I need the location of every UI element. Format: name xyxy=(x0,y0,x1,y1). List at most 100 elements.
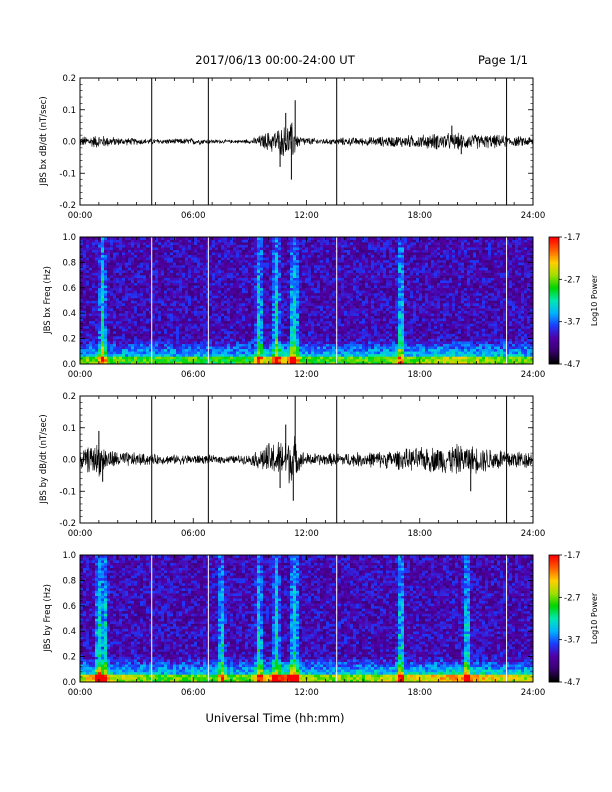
spectrogram-cell xyxy=(140,267,144,271)
spectrogram-cell xyxy=(293,275,297,278)
spectrogram-cell xyxy=(134,308,138,311)
spectrogram-cell xyxy=(254,300,258,304)
spectrogram-cell xyxy=(131,262,135,266)
spectrogram-cell xyxy=(179,270,183,273)
spectrogram-cell xyxy=(95,361,99,365)
spectrogram-cell xyxy=(227,254,231,258)
spectrogram-cell xyxy=(113,336,117,339)
spectrogram-cell xyxy=(341,343,345,347)
spectrogram-cell xyxy=(101,318,105,322)
spectrogram-cell xyxy=(263,262,267,266)
spectrogram-cell xyxy=(197,267,201,271)
spectrogram-cell xyxy=(101,348,105,352)
spectrogram-cell xyxy=(257,338,261,342)
spectrogram-cell xyxy=(128,361,132,365)
spectrogram-cell xyxy=(209,262,213,266)
spectrogram-cell xyxy=(200,348,204,352)
spectrogram-cell xyxy=(173,328,177,332)
spectrogram-cell xyxy=(236,343,240,347)
spectrogram-cell xyxy=(314,295,318,299)
spectrogram-cell xyxy=(155,275,159,278)
spectrogram-cell xyxy=(305,323,309,327)
spectrogram-cell xyxy=(188,351,192,355)
spectrogram-cell xyxy=(155,247,159,250)
spectrogram-cell xyxy=(323,328,327,332)
spectrogram-cell xyxy=(206,308,210,311)
spectrogram-cell xyxy=(284,320,288,324)
spectrogram-cell xyxy=(197,320,201,324)
spectrogram-cell xyxy=(92,270,96,273)
spectrogram-cell xyxy=(182,285,186,289)
spectrogram-cell xyxy=(245,254,249,258)
spectrogram-cell xyxy=(308,308,312,311)
spectrogram-cell xyxy=(272,351,276,355)
spectrogram-cell xyxy=(317,295,321,299)
spectrogram-cell xyxy=(182,257,186,261)
spectrogram-cell xyxy=(290,249,294,253)
spectrogram-cell xyxy=(263,351,267,355)
spectrogram-cell xyxy=(113,341,117,344)
spectrogram-cell xyxy=(140,270,144,273)
spectrogram-cell xyxy=(137,351,141,355)
spectrogram-cell xyxy=(104,358,108,362)
spectrogram-cell xyxy=(236,308,240,311)
spectrogram-cell xyxy=(278,313,282,317)
spectrogram-cell xyxy=(272,249,276,253)
spectrogram-cell xyxy=(284,315,288,319)
spectrogram-cell xyxy=(134,272,138,276)
spectrogram-cell xyxy=(269,361,273,365)
spectrogram-cell xyxy=(290,292,294,296)
spectrogram-cell xyxy=(236,292,240,296)
spectrogram-cell xyxy=(257,310,261,314)
spectrogram-cell xyxy=(329,343,333,347)
spectrogram-cell xyxy=(251,287,255,291)
spectrogram-cell xyxy=(194,287,198,291)
spectrogram-cell xyxy=(101,267,105,271)
spectrogram-cell xyxy=(164,267,168,271)
spectrogram-cell xyxy=(197,358,201,362)
spectrogram-cell xyxy=(290,323,294,327)
spectrogram-cell xyxy=(293,323,297,327)
spectrogram-cell xyxy=(80,351,84,355)
spectrogram-cell xyxy=(164,242,168,245)
spectrogram-cell xyxy=(80,237,84,240)
spectrogram-cell xyxy=(353,351,357,355)
spectrogram-cell xyxy=(218,275,222,278)
spectrogram-cell xyxy=(245,275,249,278)
spectrogram-cell xyxy=(362,297,366,301)
spectrogram-cell xyxy=(254,323,258,327)
spectrogram-cell xyxy=(245,313,249,317)
spectrogram-cell xyxy=(134,313,138,317)
spectrogram-cell xyxy=(179,341,183,344)
spectrogram-cell xyxy=(368,358,372,362)
spectrogram-cell xyxy=(308,239,312,243)
spectrogram-cell xyxy=(206,320,210,324)
spectrogram-cell xyxy=(212,348,216,352)
spectrogram-cell xyxy=(137,244,141,248)
spectrogram-cell xyxy=(140,308,144,311)
spectrogram-cell xyxy=(260,346,264,350)
spectrogram-cell xyxy=(161,285,165,289)
spectrogram-cell xyxy=(203,272,207,276)
spectrogram-cell xyxy=(275,249,279,253)
spectrogram-cell xyxy=(248,277,252,281)
spectrogram-cell xyxy=(329,287,333,291)
spectrogram-cell xyxy=(215,239,219,243)
spectrogram-cell xyxy=(197,244,201,248)
spectrogram-cell xyxy=(149,338,153,342)
spectrogram-cell xyxy=(302,356,306,360)
spectrogram-cell xyxy=(98,338,102,342)
spectrogram-cell xyxy=(188,244,192,248)
spectrogram-cell xyxy=(362,277,366,281)
spectrogram-cell xyxy=(167,239,171,243)
spectrogram-cell xyxy=(167,338,171,342)
spectrogram-cell xyxy=(155,277,159,281)
spectrogram-cell xyxy=(362,356,366,360)
spectrogram-cell xyxy=(167,351,171,355)
spectrogram-cell xyxy=(116,242,120,245)
spectrogram-cell xyxy=(248,285,252,289)
spectrogram-cell xyxy=(314,313,318,317)
spectrogram-cell xyxy=(101,270,105,273)
spectrogram-cell xyxy=(164,300,168,304)
spectrogram-cell xyxy=(143,361,147,365)
